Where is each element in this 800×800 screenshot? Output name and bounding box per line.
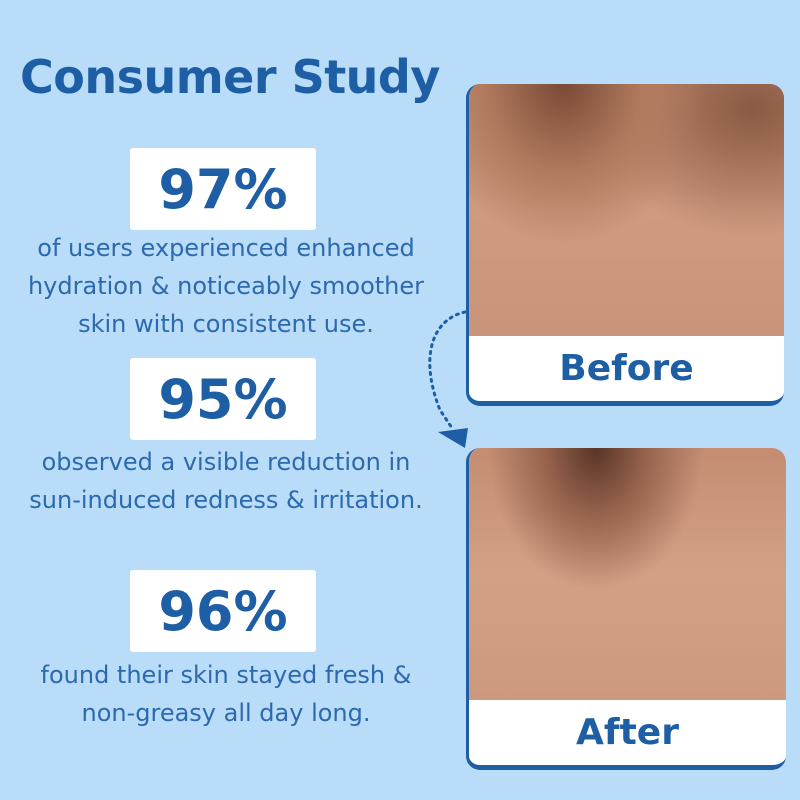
desc-line: found their skin stayed fresh & [40, 661, 412, 689]
page-title: Consumer Study [20, 50, 440, 104]
stat-97-description: of users experienced enhanced hydration … [0, 229, 452, 343]
stat-96-description: found their skin stayed fresh & non-grea… [0, 656, 452, 732]
before-panel: Before [466, 84, 784, 406]
desc-line: hydration & noticeably smoother [27, 272, 425, 300]
stat-96: 96% [130, 570, 316, 652]
desc-line: non-greasy all day long. [81, 699, 371, 727]
desc-line: skin with consistent use. [78, 310, 374, 338]
after-photo [469, 448, 786, 700]
desc-line: of users experienced enhanced [37, 234, 415, 262]
stat-95: 95% [130, 358, 316, 440]
before-label: Before [559, 348, 694, 389]
desc-line: observed a visible reduction in [41, 448, 411, 476]
stat-95-description: observed a visible reduction in sun-indu… [0, 443, 452, 519]
before-photo [469, 84, 784, 336]
after-panel: After [466, 448, 786, 770]
dotted-arrow-icon [428, 310, 468, 448]
desc-line: sun-induced redness & irritation. [29, 486, 423, 514]
stat-97: 97% [130, 148, 316, 230]
after-label: After [576, 712, 679, 753]
